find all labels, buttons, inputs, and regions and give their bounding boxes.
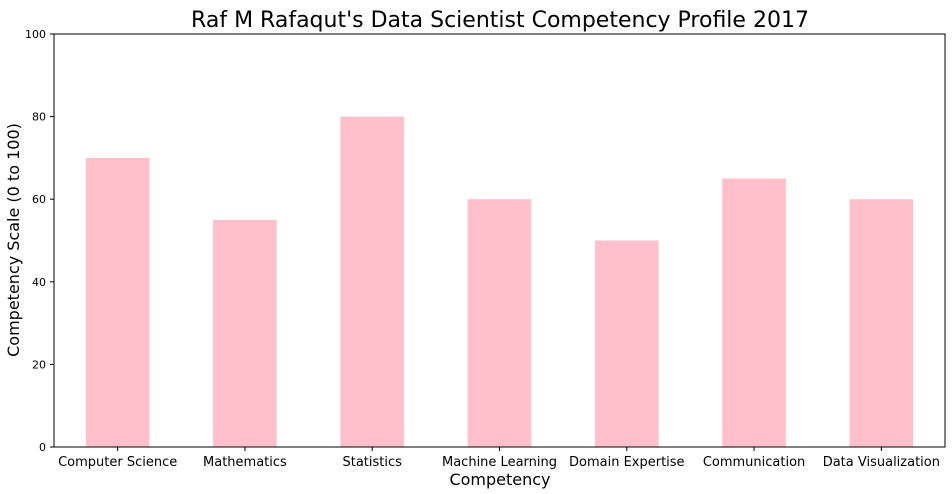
bar-1 [213, 219, 277, 447]
x-tick-label: Mathematics [203, 455, 287, 470]
x-tick-label: Communication [703, 455, 805, 470]
x-tick-label: Computer Science [58, 455, 177, 470]
x-tick-label: Machine Learning [442, 455, 557, 470]
x-axis: Computer Science Mathematics Statistics Mac… [58, 447, 940, 470]
bar-4 [594, 240, 659, 447]
bars-group [85, 116, 914, 448]
bar-5 [722, 178, 786, 448]
y-axis-label: Competency Scale (0 to 100) [4, 123, 23, 357]
y-axis: 0 20 40 60 80 100 [25, 28, 54, 454]
x-tick-label: Data Visualization [823, 455, 940, 470]
bar-6 [849, 199, 914, 447]
x-tick-label: Statistics [342, 455, 402, 470]
y-tick-label: 40 [32, 276, 46, 289]
x-axis-label: Competency [449, 470, 550, 489]
y-tick-label: 80 [32, 111, 46, 124]
bar-2 [340, 116, 405, 447]
y-tick-label: 0 [39, 441, 46, 454]
chart-title: Raf M Rafaqut's Data Scientist Competenc… [191, 8, 809, 33]
bar-3 [467, 199, 532, 447]
y-tick-label: 100 [25, 28, 46, 41]
y-tick-label: 60 [32, 193, 46, 206]
bar-0 [85, 157, 150, 447]
x-tick-label: Domain Expertise [569, 455, 685, 470]
y-tick-label: 20 [32, 358, 46, 371]
